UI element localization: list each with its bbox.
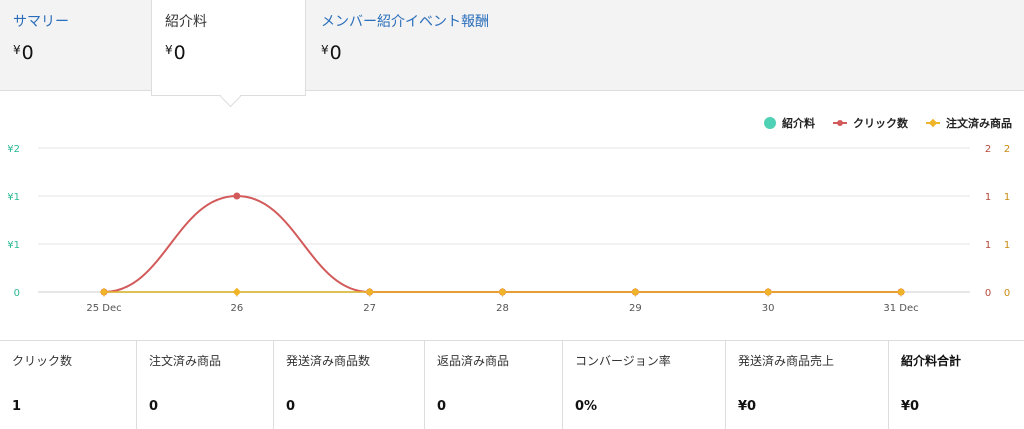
stat-label: 発送済み商品売上 bbox=[738, 354, 835, 368]
stat-ordered-items: 注文済み商品 0 bbox=[137, 341, 274, 429]
y-right2-tick-label: 1 bbox=[1004, 192, 1010, 203]
tab-referral-fee[interactable]: 紹介料 ¥0 bbox=[151, 0, 306, 108]
stat-label: 注文済み商品 bbox=[149, 354, 222, 368]
currency-symbol: ¥ bbox=[165, 43, 173, 57]
stat-value: 0 bbox=[286, 399, 296, 414]
y-left-tick-label: ¥1 bbox=[7, 192, 20, 203]
y-right2-tick-label: 1 bbox=[1004, 240, 1010, 251]
data-point bbox=[233, 192, 241, 200]
stat-label: クリック数 bbox=[12, 354, 73, 368]
x-tick-label: 27 bbox=[363, 303, 376, 314]
x-tick-label: 29 bbox=[629, 303, 642, 314]
stat-clicks: クリック数 1 bbox=[0, 341, 137, 429]
tab-summary-label: サマリー bbox=[13, 14, 69, 30]
x-tick-label: 28 bbox=[496, 303, 509, 314]
stat-label: コンバージョン率 bbox=[575, 354, 671, 368]
line-diamond-icon bbox=[926, 122, 940, 124]
data-point bbox=[498, 287, 507, 297]
currency-symbol: ¥ bbox=[13, 43, 21, 57]
stat-shipped-revenue: 発送済み商品売上 ¥0 bbox=[726, 341, 889, 429]
y-right2-tick-label: 2 bbox=[1004, 144, 1010, 155]
active-tab-pointer bbox=[219, 85, 242, 108]
stat-label: 発送済み商品数 bbox=[286, 354, 371, 368]
stats-summary-row: クリック数 1 注文済み商品 0 発送済み商品数 0 返品済み商品 0 コンバー… bbox=[0, 340, 1024, 429]
legend-item-ordered-items[interactable]: 注文済み商品 bbox=[926, 115, 1012, 131]
stat-shipped-items: 発送済み商品数 0 bbox=[274, 341, 425, 429]
currency-symbol: ¥ bbox=[321, 43, 329, 57]
report-tabs: サマリー ¥0 紹介料 ¥0 メンバー紹介イベント報酬 ¥0 bbox=[0, 0, 1024, 108]
stat-label: 紹介料合計 bbox=[901, 354, 962, 368]
stat-returned-items: 返品済み商品 0 bbox=[425, 341, 563, 429]
tab-member-referral-bounty[interactable]: メンバー紹介イベント報酬 ¥0 bbox=[308, 0, 568, 90]
x-tick-label: 30 bbox=[762, 303, 775, 314]
x-tick-label: 25 Dec bbox=[86, 303, 121, 314]
legend-item-clicks[interactable]: クリック数 bbox=[833, 115, 908, 131]
x-tick-label: 26 bbox=[230, 303, 243, 314]
tab-summary-value: ¥0 bbox=[13, 42, 34, 64]
data-point bbox=[232, 287, 242, 297]
stat-label: 返品済み商品 bbox=[437, 354, 510, 368]
line-dot-icon bbox=[833, 120, 847, 126]
y-left-tick-label: ¥2 bbox=[7, 144, 20, 155]
y-right2-tick-label: 0 bbox=[1004, 288, 1010, 299]
earnings-line-chart: ¥2 2 2 ¥1 1 1 ¥1 1 1 0 0 0 25 Dec 26 27 28 29 30 31 Dec bbox=[7, 144, 1010, 314]
data-point bbox=[896, 287, 906, 297]
legend-label: 紹介料 bbox=[782, 117, 815, 130]
stat-value: ¥0 bbox=[901, 399, 920, 414]
tab-member-referral-bounty-value: ¥0 bbox=[321, 42, 342, 64]
stat-conversion-rate: コンバージョン率 0% bbox=[563, 341, 726, 429]
y-right-tick-label: 1 bbox=[985, 240, 991, 251]
tab-summary[interactable]: サマリー ¥0 bbox=[0, 0, 151, 90]
stat-total-referral-fee: 紹介料合計 ¥0 bbox=[889, 341, 1024, 429]
legend-label: クリック数 bbox=[853, 117, 908, 130]
tab-member-referral-bounty-label: メンバー紹介イベント報酬 bbox=[321, 14, 489, 30]
data-point bbox=[99, 287, 109, 297]
x-tick-label: 31 Dec bbox=[883, 303, 918, 314]
tab-referral-fee-value: ¥0 bbox=[165, 42, 186, 64]
stat-value: 0 bbox=[149, 399, 159, 414]
tab-referral-fee-label: 紹介料 bbox=[165, 14, 207, 30]
y-right-tick-label: 1 bbox=[985, 192, 991, 203]
y-left-tick-label: 0 bbox=[14, 288, 20, 299]
circle-dot-icon bbox=[764, 117, 776, 129]
stat-value: ¥0 bbox=[738, 399, 757, 414]
stat-value: 0% bbox=[575, 399, 598, 414]
y-right-tick-label: 2 bbox=[985, 144, 991, 155]
legend-label: 注文済み商品 bbox=[946, 117, 1012, 130]
stat-value: 0 bbox=[437, 399, 447, 414]
chart-legend: 紹介料 クリック数 注文済み商品 bbox=[764, 115, 1012, 131]
stat-value: 1 bbox=[12, 399, 22, 414]
y-left-tick-label: ¥1 bbox=[7, 240, 20, 251]
data-point bbox=[631, 287, 640, 297]
data-point bbox=[763, 287, 773, 297]
y-right-tick-label: 0 bbox=[985, 288, 991, 299]
data-point bbox=[365, 287, 374, 297]
legend-item-referral-fee[interactable]: 紹介料 bbox=[764, 115, 815, 131]
